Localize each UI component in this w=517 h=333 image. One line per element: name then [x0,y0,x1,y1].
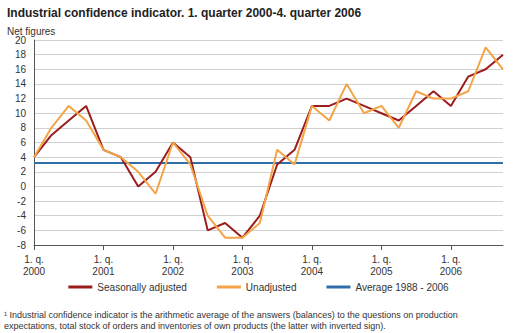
svg-text:1. q.: 1. q. [233,254,252,265]
svg-text:14: 14 [15,78,27,89]
svg-text:1. q.: 1. q. [163,254,182,265]
svg-text:10: 10 [15,108,27,119]
svg-text:Industrial confidence indicato: Industrial confidence indicator. 1. quar… [7,6,361,20]
svg-text:4: 4 [20,152,26,163]
svg-text:16: 16 [15,64,27,75]
svg-text:8: 8 [20,122,26,133]
svg-text:0: 0 [20,181,26,192]
svg-text:12: 12 [15,93,27,104]
svg-text:-8: -8 [17,240,26,251]
svg-text:expectations, total stock of o: expectations, total stock of orders and … [4,321,386,331]
svg-text:1. q.: 1. q. [441,254,460,265]
svg-text:20: 20 [14,34,26,46]
svg-text:2000: 2000 [23,266,46,277]
svg-text:18: 18 [15,49,27,60]
svg-text:¹ Industrial confidence indica: ¹ Industrial confidence indicator is the… [4,310,460,320]
svg-text:-2: -2 [17,196,26,207]
svg-text:2: 2 [20,166,26,177]
svg-text:2002: 2002 [162,266,185,277]
svg-text:Seasonally adjusted: Seasonally adjusted [97,282,187,293]
svg-text:Unadjusted: Unadjusted [246,282,297,293]
svg-text:-4: -4 [17,210,26,221]
svg-text:-6: -6 [17,225,26,236]
svg-text:2004: 2004 [301,266,324,277]
svg-text:1. q.: 1. q. [24,254,43,265]
svg-text:1. q.: 1. q. [372,254,391,265]
svg-text:2006: 2006 [440,266,463,277]
svg-text:6: 6 [20,137,26,148]
svg-text:2005: 2005 [370,266,393,277]
svg-text:2001: 2001 [92,266,115,277]
svg-text:1. q.: 1. q. [94,254,113,265]
svg-text:Net figures: Net figures [7,26,55,37]
svg-text:Average 1988 - 2006: Average 1988 - 2006 [355,282,449,293]
svg-text:1. q.: 1. q. [302,254,321,265]
svg-text:2003: 2003 [231,266,254,277]
